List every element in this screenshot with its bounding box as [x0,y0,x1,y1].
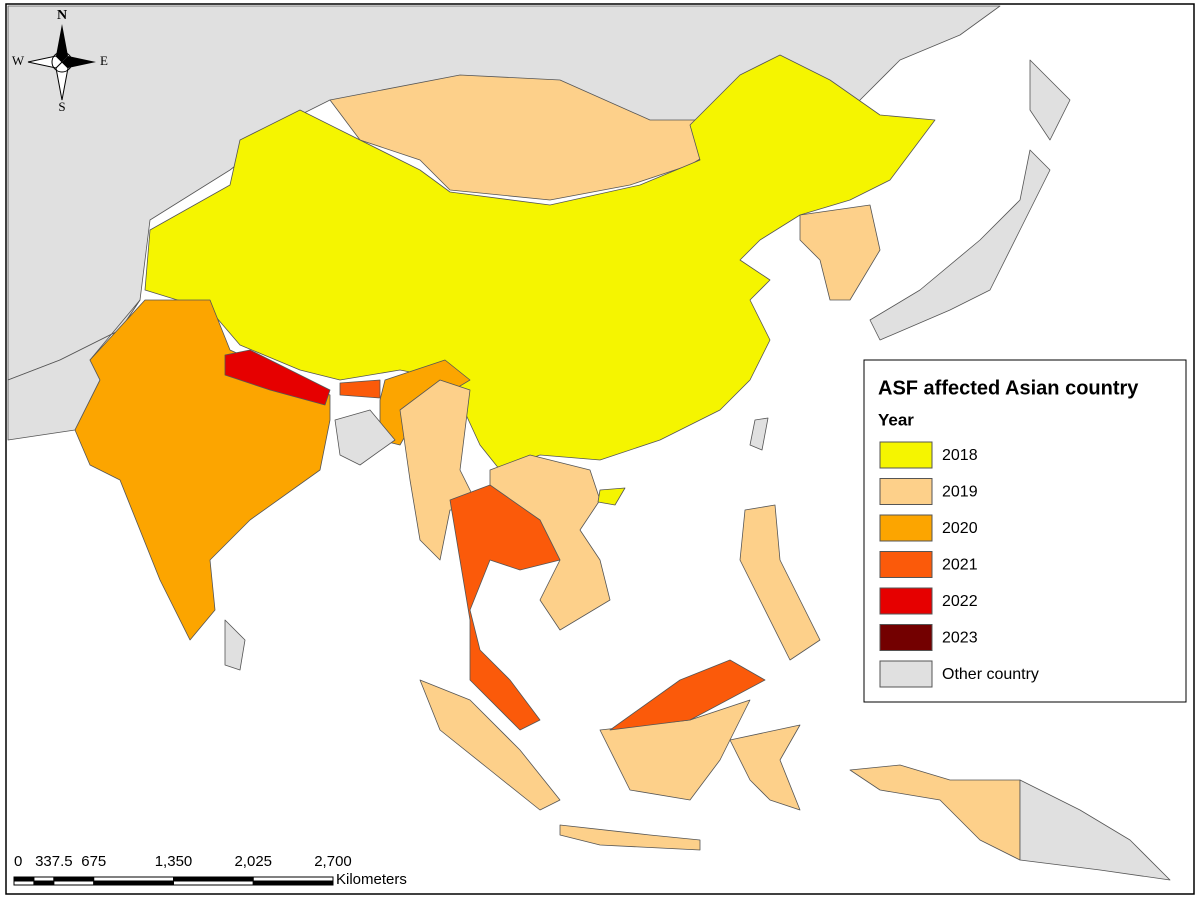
compass: N S W E [12,8,108,114]
country [1029,59,1071,141]
legend-swatch [879,624,933,651]
country [799,204,881,301]
country [749,417,769,451]
country [597,487,626,506]
legend-label: 2019 [942,484,978,501]
legend-label: 2023 [942,630,978,647]
scale-tick-label: 675 [81,853,106,870]
legend-swatch [879,660,933,688]
scale-segment [93,880,174,886]
country [609,659,766,731]
legend-swatch [879,551,933,578]
scale-segment [53,880,95,886]
legend-label: 2021 [942,557,978,574]
country [224,619,246,671]
country [339,379,381,399]
compass-label: S [58,99,65,114]
legend-swatch [879,478,933,505]
country [334,409,396,466]
scale-tick-label: 1,350 [155,853,193,870]
scale-tick-label: 2,700 [314,853,352,870]
country [869,149,1051,341]
scale-unit: Kilometers [336,871,407,888]
scale-tick-label: 337.5 [35,853,73,870]
legend-label: 2018 [942,447,978,464]
legend-swatch [879,587,933,615]
compass-label: W [12,53,25,68]
scale-segment [252,880,334,886]
scale-tick-label: 2,025 [234,853,272,870]
scale-segment [173,880,254,886]
legend-swatch [879,441,933,469]
scale-segment [173,876,254,882]
legend-subtitle: Year [878,410,914,429]
country [224,349,331,406]
legend-swatch [879,514,933,542]
countries [7,5,1171,881]
scale-segment [252,876,334,882]
legend-label: 2022 [942,593,978,610]
compass-needle [62,56,96,68]
scale-segment [33,876,55,882]
legend-label: Other country [942,666,1039,683]
compass-label: E [100,53,108,68]
country [559,824,701,851]
legend-title: ASF affected Asian country [878,377,1139,399]
country [729,724,801,811]
country [419,679,561,811]
scale-segment [93,876,174,882]
scale-tick-label: 0 [14,853,22,870]
legend-label: 2020 [942,520,978,537]
country [449,484,561,731]
scale-bar: Kilometers 0 337.5 675 1,350 2,025 2,700 [13,853,407,888]
scale-segment [13,876,35,882]
scale-segment [13,880,35,886]
scale-segment [33,880,55,886]
country [1019,779,1171,881]
scale-segment [53,876,95,882]
compass-label: N [57,8,67,23]
country [739,504,821,661]
compass-ring [51,51,73,73]
legend: ASF affected Asian country Year 2018 2019… [863,359,1187,703]
